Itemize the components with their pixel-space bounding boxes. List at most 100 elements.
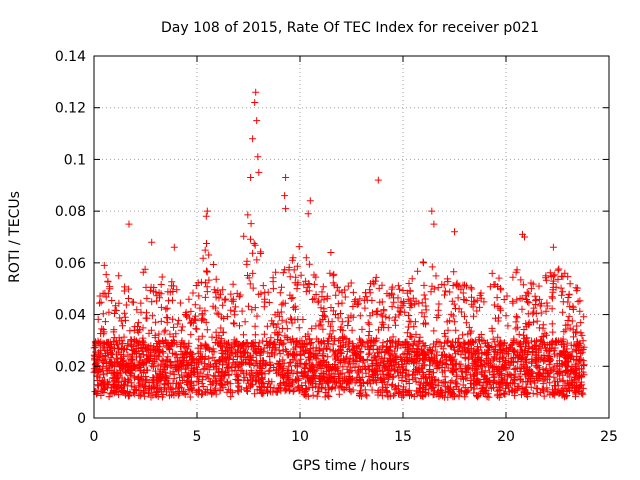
data-point	[244, 211, 252, 219]
data-point	[194, 360, 202, 368]
data-point	[434, 284, 442, 292]
data-point	[558, 351, 566, 358]
data-point	[337, 323, 345, 331]
data-point	[483, 379, 491, 387]
data-point	[519, 281, 527, 289]
data-point	[294, 315, 302, 323]
data-point	[209, 353, 217, 361]
data-point	[461, 312, 468, 320]
data-point	[478, 357, 485, 364]
y-tick-label: 0	[77, 411, 86, 427]
data-point	[467, 380, 474, 388]
data-point	[452, 305, 459, 312]
data-point	[91, 361, 99, 369]
data-point	[235, 342, 242, 350]
data-point	[283, 325, 291, 333]
data-point	[282, 205, 290, 213]
data-point	[462, 319, 470, 327]
data-point	[420, 371, 428, 379]
data-point	[251, 322, 259, 330]
data-point	[379, 342, 387, 350]
data-point	[520, 334, 528, 342]
x-tick-label: 10	[291, 429, 309, 445]
data-point	[209, 302, 217, 310]
data-point	[524, 349, 532, 357]
data-point	[242, 348, 250, 356]
data-point	[145, 379, 153, 386]
data-point	[234, 388, 242, 396]
data-point	[185, 314, 193, 322]
data-point	[533, 337, 540, 345]
data-point	[309, 391, 317, 399]
data-point	[549, 294, 556, 302]
data-point	[215, 294, 223, 302]
data-point	[285, 362, 293, 370]
data-point	[100, 261, 108, 269]
data-point	[162, 373, 170, 381]
data-point	[195, 335, 203, 343]
data-point	[488, 269, 496, 277]
data-point	[383, 388, 391, 396]
data-point	[533, 317, 541, 325]
data-point	[557, 284, 565, 292]
data-point	[185, 371, 192, 379]
data-point	[248, 340, 256, 348]
data-point	[571, 374, 579, 381]
data-point	[420, 259, 427, 267]
data-point	[266, 362, 274, 369]
data-point	[577, 350, 585, 358]
data-point	[259, 357, 267, 365]
data-point	[525, 319, 533, 327]
data-point	[227, 290, 235, 298]
data-points	[90, 88, 588, 401]
data-point	[525, 343, 533, 351]
data-point	[91, 338, 99, 346]
data-point	[389, 333, 397, 341]
data-point	[169, 361, 177, 369]
data-point	[314, 298, 322, 306]
data-point	[441, 360, 449, 367]
data-point	[315, 297, 323, 305]
data-point	[221, 296, 229, 304]
data-point	[113, 340, 121, 348]
data-point	[172, 351, 180, 359]
data-point	[331, 363, 339, 371]
data-point	[161, 363, 169, 371]
data-point	[156, 339, 164, 347]
data-point	[143, 294, 151, 302]
data-point	[473, 307, 481, 315]
data-point	[435, 300, 443, 308]
data-point	[93, 368, 101, 376]
data-point	[365, 373, 373, 380]
data-point	[473, 296, 481, 304]
data-point	[203, 326, 211, 334]
data-point	[418, 392, 426, 400]
data-point	[130, 298, 137, 306]
data-point	[277, 308, 285, 316]
data-point	[428, 354, 436, 362]
data-point	[496, 337, 504, 345]
data-point	[143, 345, 151, 353]
data-point	[530, 318, 537, 326]
data-point	[562, 362, 570, 370]
data-point	[234, 346, 242, 354]
data-point	[576, 382, 584, 390]
data-point	[292, 357, 300, 365]
data-point	[188, 350, 196, 358]
data-point	[573, 328, 581, 336]
data-point	[543, 299, 551, 307]
data-point	[198, 332, 206, 340]
data-point	[324, 337, 331, 345]
data-point	[147, 342, 155, 350]
data-point	[319, 350, 327, 358]
data-point	[575, 365, 583, 373]
data-point	[257, 348, 265, 356]
data-point	[95, 382, 102, 390]
data-point	[444, 387, 452, 395]
data-point	[279, 299, 287, 307]
data-point	[468, 353, 476, 361]
data-point	[212, 360, 220, 368]
data-point	[280, 372, 288, 380]
data-point	[542, 307, 550, 315]
data-point	[303, 386, 311, 394]
